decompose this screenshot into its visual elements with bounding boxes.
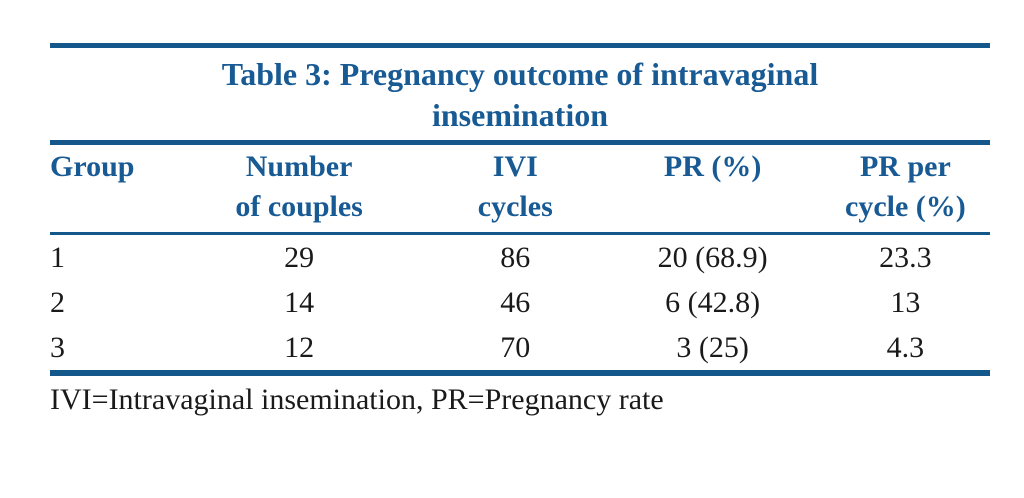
cell-pr-percent: 20 (68.9) (657, 240, 768, 274)
cell-pr-per-cycle: 23.3 (879, 240, 932, 274)
table-body: 1 29 86 20 (68.9) 23.3 2 14 46 6 (42.8) … (50, 234, 990, 371)
column-header-label-line2: cycles (477, 190, 553, 223)
table-header-row: Group Number of couples IVI cycles PR (%… (50, 145, 990, 235)
table-footnote: IVI=Intravaginal insemination, PR=Pregna… (50, 383, 664, 416)
column-header-group: Group (50, 145, 173, 235)
table-row-group-2: 2 14 46 6 (42.8) 13 (50, 280, 990, 325)
column-header-number-of-couples: Number of couples (172, 145, 426, 235)
column-header-pr-per-cycle: PR per cycle (%) (820, 145, 990, 235)
column-header-label-line2: cycle (%) (845, 190, 966, 223)
column-header-label: Number (245, 150, 353, 183)
cell-group: 3 (50, 330, 65, 364)
column-header-label: Group (50, 150, 135, 183)
cell-group: 2 (50, 285, 65, 319)
cell-ivi-cycles: 86 (500, 240, 531, 274)
cell-number-of-couples: 29 (284, 240, 315, 274)
table-top-rule (50, 43, 990, 48)
cell-pr-percent: 3 (25) (676, 330, 749, 364)
cell-pr-per-cycle: 4.3 (886, 330, 925, 364)
cell-number-of-couples: 12 (284, 330, 315, 364)
cell-ivi-cycles: 70 (500, 330, 531, 364)
table-title: Table 3: Pregnancy outcome of intravagin… (221, 56, 819, 133)
cell-pr-percent: 6 (42.8) (665, 285, 761, 319)
cell-group: 1 (50, 240, 65, 274)
cell-ivi-cycles: 46 (500, 285, 531, 319)
table-figure: Table 3: Pregnancy outcome of intravagin… (50, 43, 990, 417)
table-row-group-1: 1 29 86 20 (68.9) 23.3 (50, 234, 990, 281)
pregnancy-outcome-table: Group Number of couples IVI cycles PR (%… (50, 145, 990, 370)
column-header-label: IVI (492, 150, 538, 183)
column-header-pr-percent: PR (%) (604, 145, 821, 235)
column-header-label-line2: of couples (235, 190, 363, 223)
table-bottom-rule (50, 370, 990, 376)
title-divider-rule (50, 140, 990, 145)
column-header-ivi-cycles: IVI cycles (425, 145, 605, 235)
cell-number-of-couples: 14 (284, 285, 315, 319)
cell-pr-per-cycle: 13 (890, 285, 921, 319)
column-header-label: PR per (859, 150, 951, 183)
column-header-label: PR (%) (663, 150, 762, 183)
table-row-group-3: 3 12 70 3 (25) 4.3 (50, 325, 990, 370)
